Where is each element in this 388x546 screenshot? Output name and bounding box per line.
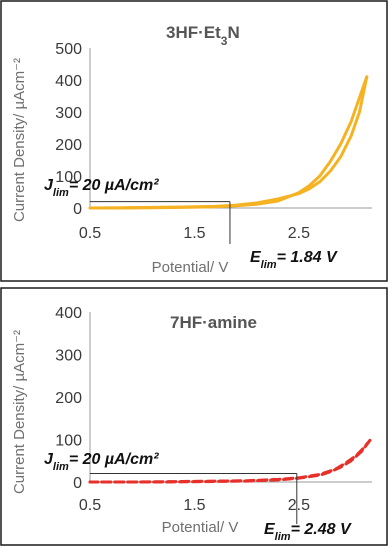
panel-top-x-axis-title: Potential/ V (152, 259, 229, 276)
panel-bottom-y-ticks: 0 100 200 300 400 (55, 305, 82, 492)
x-tick-label: 0.5 (79, 497, 101, 514)
panel-top-border (0, 0, 388, 282)
series-line-reverse (88, 438, 372, 484)
x-tick-label: 1.5 (183, 497, 205, 514)
panel-bottom-title: 7HF·amine (170, 313, 257, 332)
panel-bottom-elim-label: Elim= 2.48 V (264, 521, 352, 543)
y-tick-label: 0 (73, 201, 82, 218)
y-tick-label: 0 (73, 475, 82, 492)
panel-bottom-curves (88, 438, 372, 484)
panel-top-curves (88, 75, 369, 210)
x-tick-label: 2.5 (288, 497, 310, 514)
y-tick-label: 300 (55, 348, 82, 365)
panel-bottom-x-ticks: 0.5 1.5 2.5 (79, 497, 310, 514)
y-tick-label: 300 (55, 105, 82, 122)
panel-bottom-x-axis-title: Potential/ V (162, 519, 239, 536)
y-tick-label: 400 (55, 73, 82, 90)
y-tick-label: 200 (55, 137, 82, 154)
y-tick-label: 500 (55, 41, 82, 58)
x-tick-label: 1.5 (183, 225, 205, 242)
y-tick-label: 100 (55, 433, 82, 450)
panel-bottom-y-axis-title: Current Density/ µAcm⁻² (11, 330, 28, 494)
panel-top: 3HF·Et3N Current Density/ µAcm⁻² Potenti… (0, 0, 388, 282)
panel-top-y-axis-title: Current Density/ µAcm⁻² (11, 58, 28, 222)
panel-top-title: 3HF·Et3N (166, 23, 240, 48)
panel-top-x-ticks: 0.5 1.5 2.5 (79, 225, 310, 242)
panel-top-jlim-label: Jlim= 20 µA/cm² (44, 177, 159, 199)
panel-bottom-jlim-label: Jlim= 20 µA/cm² (44, 451, 159, 473)
panel-bottom-border (0, 287, 388, 546)
y-tick-label: 400 (55, 305, 82, 322)
x-tick-label: 2.5 (288, 225, 310, 242)
series-line-reverse (88, 75, 369, 210)
panel-top-y-ticks: 0 100 200 300 400 500 (55, 41, 82, 218)
x-tick-label: 0.5 (79, 225, 101, 242)
panel-top-elim-label: Elim= 1.84 V (250, 249, 338, 271)
panel-bottom: 7HF·amine Current Density/ µAcm⁻² Potent… (0, 287, 388, 546)
y-tick-label: 100 (55, 169, 82, 186)
y-tick-label: 200 (55, 390, 82, 407)
